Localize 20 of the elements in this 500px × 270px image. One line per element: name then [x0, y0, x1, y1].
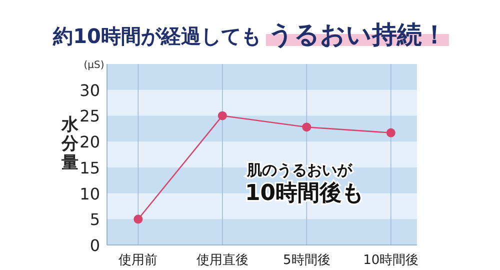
point [302, 122, 312, 132]
y-axis-title: 水分量 [60, 115, 80, 173]
point [386, 128, 396, 138]
y-tick-label: 5 [90, 210, 100, 230]
x-tick-label: 使用前 [118, 253, 158, 268]
y-tick-label: 15 [80, 158, 100, 178]
annotation: 肌のうるおいが [246, 161, 353, 179]
text: (μS) [84, 60, 104, 71]
point [134, 214, 143, 224]
x-tick-label: 使用直後 [196, 253, 248, 268]
x-tick-label: 10時間後 [363, 253, 419, 268]
y-tick-label: 10 [80, 184, 100, 204]
y-tick-label: 0 [90, 236, 100, 255]
annotation: 10時間後も [245, 181, 365, 206]
y-tick-label: 30 [80, 80, 100, 100]
x-tick-label: 5時間後 [283, 253, 330, 268]
y-tick-label: 20 [80, 132, 100, 152]
chart-title: 約10時間が経過しても うるおい持続！ [52, 20, 447, 49]
point [218, 111, 227, 120]
y-tick-label: 25 [80, 106, 100, 126]
